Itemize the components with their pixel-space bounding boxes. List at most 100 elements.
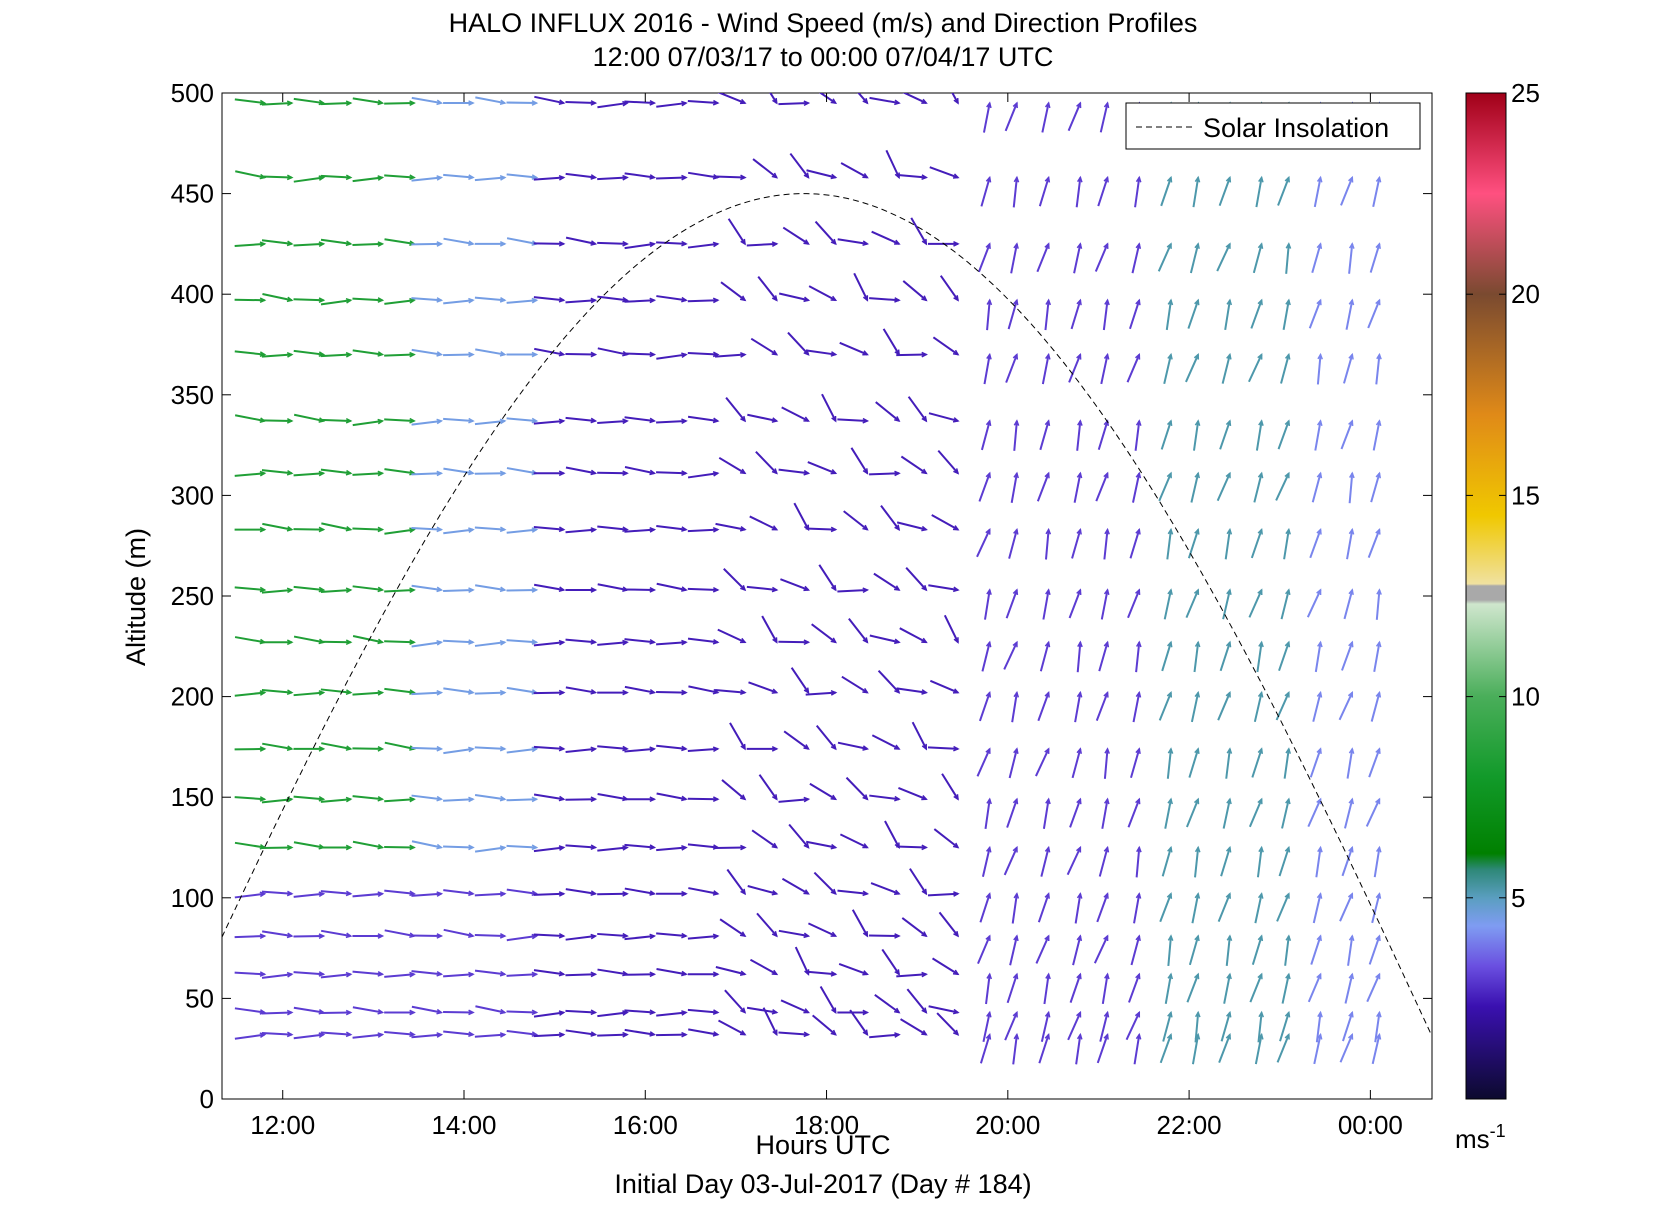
wind-arrow [1255,177,1263,208]
wind-arrow [411,527,442,531]
wind-arrow-head [649,746,657,753]
wind-arrow-head [1226,298,1233,306]
wind-arrow-head [318,175,326,181]
wind-arrow [1217,893,1231,922]
wind-arrow [506,299,537,304]
wind-arrow [235,170,265,179]
wind-arrow [715,522,746,531]
wind-arrow [1311,473,1322,503]
wind-arrow [848,618,869,643]
wind-arrow [656,1033,687,1037]
wind-arrow [1071,529,1082,559]
wind-arrow-head [1316,242,1323,249]
wind-arrow-head [771,746,779,752]
wind-arrow-head [499,933,507,939]
wind-arrow-head [1194,845,1201,853]
wind-arrow [1313,177,1322,208]
wind-arrow-head [345,174,353,181]
wind-arrow-head [377,470,385,477]
wind-arrow-head [1013,527,1019,535]
wind-arrow-head [377,795,385,802]
wind-arrow [1011,893,1018,924]
wind-arrow-head [531,527,539,533]
wind-arrow-head [985,471,991,479]
wind-arrow [1067,102,1082,132]
wind-arrow-head [831,415,837,423]
wind-arrow-head [1348,242,1355,249]
wind-arrow-head [952,349,960,356]
wind-arrow [533,745,564,750]
wind-arrow [1343,354,1354,384]
wind-arrow-head [377,241,385,247]
wind-arrow [565,528,596,534]
wind-arrow-head [1375,471,1382,479]
wind-arrow-head [590,351,598,358]
wind-arrow [1374,1012,1381,1043]
wind-arrow-head [771,1009,779,1015]
wind-arrow-head [1044,934,1050,942]
wind-arrow-head [1257,892,1264,899]
wind-arrow [506,798,537,802]
wind-arrow-head [318,1032,326,1038]
wind-arrow-head [953,241,960,247]
wind-arrow [1346,529,1354,560]
wind-arrow [1253,692,1263,723]
wind-arrow [1190,473,1200,503]
wind-arrow [1100,589,1109,620]
wind-arrow [411,934,442,938]
y-tick-label: 50 [185,983,214,1013]
wind-arrow [293,349,324,356]
wind-arrow [293,528,324,531]
wind-arrow-head [409,527,416,534]
wind-arrow-head [1135,640,1142,648]
wind-arrow [384,889,415,895]
wind-arrow [1341,847,1354,877]
wind-arrow [871,734,900,750]
wind-arrow [788,823,810,849]
wind-arrow-head [1076,747,1083,754]
wind-arrow [656,353,687,360]
wind-arrow-head [953,794,959,801]
wind-arrow-head [259,351,267,357]
x-tick-label: 18:00 [794,1110,859,1140]
wind-arrow-head [1167,797,1173,805]
wind-arrow-head [894,297,901,303]
wind-arrow [384,174,415,179]
wind-arrow [506,747,537,754]
wind-arrow-head [1258,175,1264,183]
wind-arrow [565,638,596,644]
wind-arrow [384,687,415,694]
wind-arrow-head [986,352,992,360]
wind-arrow-head [894,1007,901,1014]
wind-arrow-head [681,100,688,107]
wind-arrow-head [286,971,294,978]
wind-arrow-head [921,1007,928,1014]
wind-arrow-head [286,689,294,696]
wind-arrow [1372,420,1381,451]
wind-arrow [976,529,991,558]
wind-arrow-head [803,744,810,750]
wind-arrow-head [1167,747,1174,754]
wind-arrow [1338,692,1354,721]
wind-arrow [597,102,628,109]
wind-arrow [320,1011,351,1015]
wind-arrow-head [259,690,267,696]
wind-arrow-head [739,98,747,105]
wind-arrow [1134,177,1141,208]
wind-arrow [850,447,869,474]
wind-arrow [1370,692,1381,722]
wind-arrow [933,828,959,849]
wind-arrow [384,929,415,938]
wind-arrow [443,889,474,895]
wind-arrow [411,970,442,976]
wind-arrow-head [1284,175,1290,183]
wind-arrow-head [531,1031,539,1037]
wind-arrow-head [803,100,811,107]
wind-arrow [565,935,596,941]
wind-arrow [565,353,596,356]
wind-arrow [983,354,991,385]
wind-arrow-head [986,797,992,805]
wind-arrow-head [622,240,629,247]
wind-arrow-head [953,295,959,302]
wind-arrow [1040,1012,1050,1042]
